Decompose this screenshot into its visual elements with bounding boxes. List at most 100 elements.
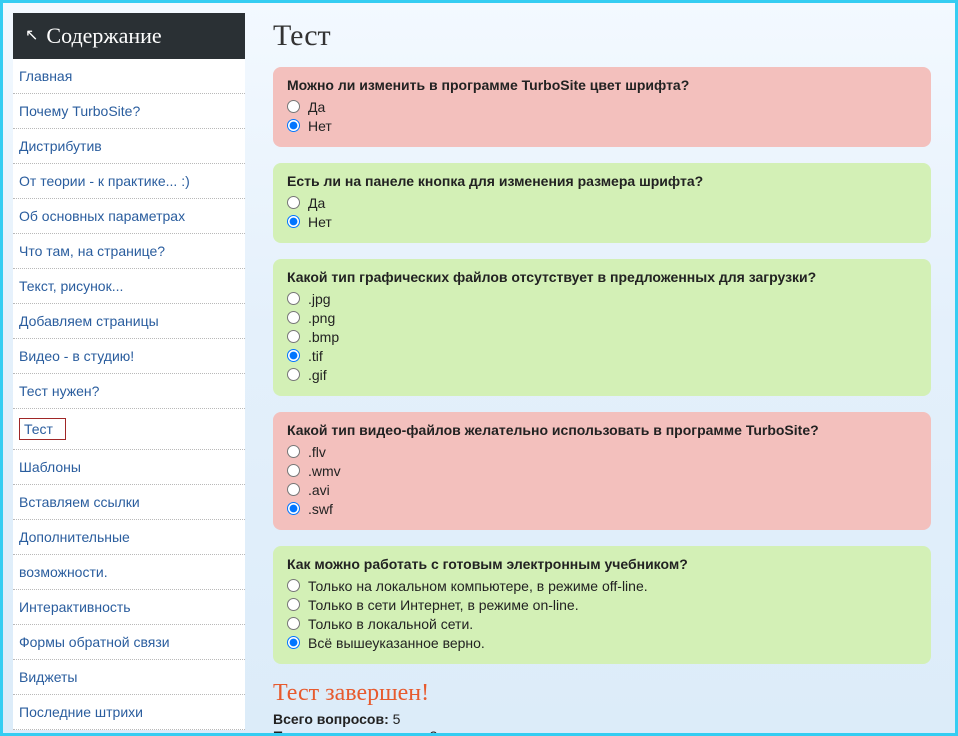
- option-radio[interactable]: [287, 292, 300, 305]
- sidebar-item-label: Добавляем страницы: [19, 313, 159, 329]
- sidebar-item-7[interactable]: Добавляем страницы: [13, 304, 245, 339]
- question-card-3: Какой тип видео-файлов желательно исполь…: [273, 412, 931, 530]
- sidebar-item-label: Дополнительные: [19, 529, 130, 545]
- option-1-0[interactable]: Да: [287, 193, 917, 212]
- sidebar-item-label: Текст, рисунок...: [19, 278, 123, 294]
- sidebar-item-9[interactable]: Тест нужен?: [13, 374, 245, 409]
- option-4-2[interactable]: Только в локальной сети.: [287, 614, 917, 633]
- option-radio[interactable]: [287, 579, 300, 592]
- question-text: Как можно работать с готовым электронным…: [287, 556, 917, 572]
- sidebar-item-label: Тест: [19, 418, 66, 440]
- question-card-1: Есть ли на панеле кнопка для изменения р…: [273, 163, 931, 243]
- option-radio[interactable]: [287, 598, 300, 611]
- option-3-2[interactable]: .avi: [287, 480, 917, 499]
- option-2-4[interactable]: .gif: [287, 365, 917, 384]
- option-0-1[interactable]: Нет: [287, 116, 917, 135]
- option-label: Только в локальной сети.: [308, 616, 473, 632]
- sidebar-item-12[interactable]: Вставляем ссылки: [13, 485, 245, 520]
- question-card-0: Можно ли изменить в программе TurboSite …: [273, 67, 931, 147]
- option-radio[interactable]: [287, 215, 300, 228]
- sidebar-item-label: Видео - в студию!: [19, 348, 134, 364]
- option-1-1[interactable]: Нет: [287, 212, 917, 231]
- option-2-0[interactable]: .jpg: [287, 289, 917, 308]
- option-radio[interactable]: [287, 100, 300, 113]
- sidebar-item-8[interactable]: Видео - в студию!: [13, 339, 245, 374]
- question-card-2: Какой тип графических файлов отсутствует…: [273, 259, 931, 396]
- sidebar-item-label: Тест нужен?: [19, 383, 99, 399]
- sidebar-item-label: Интерактивность: [19, 599, 131, 615]
- question-text: Какой тип видео-файлов желательно исполь…: [287, 422, 917, 438]
- option-radio[interactable]: [287, 464, 300, 477]
- option-2-3[interactable]: .tif: [287, 346, 917, 365]
- sidebar-item-label: От теории - к практике... :): [19, 173, 190, 189]
- sidebar-item-label: Что там, на странице?: [19, 243, 165, 259]
- sidebar-item-label: Шаблоны: [19, 459, 81, 475]
- option-label: .png: [308, 310, 335, 326]
- option-4-3[interactable]: Всё вышеуказанное верно.: [287, 633, 917, 652]
- sidebar-item-15[interactable]: Интерактивность: [13, 590, 245, 625]
- result-correct: Правильных ответов: 3: [273, 728, 931, 736]
- main-content: Тест Можно ли изменить в программе Turbo…: [245, 13, 945, 733]
- option-radio[interactable]: [287, 617, 300, 630]
- sidebar-item-11[interactable]: Шаблоны: [13, 450, 245, 485]
- option-radio[interactable]: [287, 311, 300, 324]
- sidebar-item-label: Вставляем ссылки: [19, 494, 140, 510]
- app-frame: ↖ Содержание ГлавнаяПочему TurboSite?Дис…: [0, 0, 958, 736]
- sidebar-item-4[interactable]: Об основных параметрах: [13, 199, 245, 234]
- sidebar-item-label: Дистрибутив: [19, 138, 102, 154]
- sidebar-item-16[interactable]: Формы обратной связи: [13, 625, 245, 660]
- option-3-0[interactable]: .flv: [287, 442, 917, 461]
- option-label: Нет: [308, 214, 332, 230]
- option-radio[interactable]: [287, 636, 300, 649]
- sidebar-item-1[interactable]: Почему TurboSite?: [13, 94, 245, 129]
- option-4-0[interactable]: Только на локальном компьютере, в режиме…: [287, 576, 917, 595]
- option-radio[interactable]: [287, 502, 300, 515]
- option-label: .jpg: [308, 291, 331, 307]
- question-card-4: Как можно работать с готовым электронным…: [273, 546, 931, 664]
- option-radio[interactable]: [287, 445, 300, 458]
- option-label: Всё вышеуказанное верно.: [308, 635, 485, 651]
- question-text: Какой тип графических файлов отсутствует…: [287, 269, 917, 285]
- option-2-2[interactable]: .bmp: [287, 327, 917, 346]
- option-3-3[interactable]: .swf: [287, 499, 917, 518]
- sidebar-list: Главная Почему TurboSite? Дистрибутив От те…: [13, 59, 245, 730]
- sidebar-item-2[interactable]: Дистрибутив: [13, 129, 245, 164]
- sidebar-item-14[interactable]: возможности.: [13, 555, 245, 590]
- sidebar-item-18[interactable]: Последние штрихи: [13, 695, 245, 730]
- sidebar-title: Содержание: [46, 23, 161, 49]
- option-label: Да: [308, 99, 325, 115]
- result-total: Всего вопросов: 5: [273, 711, 931, 727]
- option-radio[interactable]: [287, 330, 300, 343]
- option-label: .tif: [308, 348, 323, 364]
- option-label: .bmp: [308, 329, 339, 345]
- page-title: Тест: [273, 19, 931, 53]
- option-radio[interactable]: [287, 483, 300, 496]
- sidebar-item-6[interactable]: Текст, рисунок...: [13, 269, 245, 304]
- question-text: Есть ли на панеле кнопка для изменения р…: [287, 173, 917, 189]
- option-3-1[interactable]: .wmv: [287, 461, 917, 480]
- sidebar-item-0[interactable]: Главная: [13, 59, 245, 94]
- sidebar-item-10[interactable]: Тест: [13, 409, 245, 450]
- option-2-1[interactable]: .png: [287, 308, 917, 327]
- sidebar-item-13[interactable]: Дополнительные: [13, 520, 245, 555]
- sidebar-item-label: Главная: [19, 68, 72, 84]
- questions-container: Можно ли изменить в программе TurboSite …: [273, 67, 931, 664]
- sidebar-item-17[interactable]: Виджеты: [13, 660, 245, 695]
- sidebar-item-label: Почему TurboSite?: [19, 103, 140, 119]
- option-0-0[interactable]: Да: [287, 97, 917, 116]
- option-radio[interactable]: [287, 196, 300, 209]
- option-radio[interactable]: [287, 349, 300, 362]
- question-text: Можно ли изменить в программе TurboSite …: [287, 77, 917, 93]
- sidebar-item-label: Формы обратной связи: [19, 634, 170, 650]
- option-label: Только на локальном компьютере, в режиме…: [308, 578, 648, 594]
- option-radio[interactable]: [287, 368, 300, 381]
- option-label: Нет: [308, 118, 332, 134]
- option-label: .wmv: [308, 463, 341, 479]
- sidebar-item-3[interactable]: От теории - к практике... :): [13, 164, 245, 199]
- option-radio[interactable]: [287, 119, 300, 132]
- option-label: .flv: [308, 444, 326, 460]
- sidebar-item-5[interactable]: Что там, на странице?: [13, 234, 245, 269]
- option-4-1[interactable]: Только в сети Интернет, в режиме on-line…: [287, 595, 917, 614]
- option-label: .swf: [308, 501, 333, 517]
- sidebar: ↖ Содержание ГлавнаяПочему TurboSite?Дис…: [13, 13, 245, 733]
